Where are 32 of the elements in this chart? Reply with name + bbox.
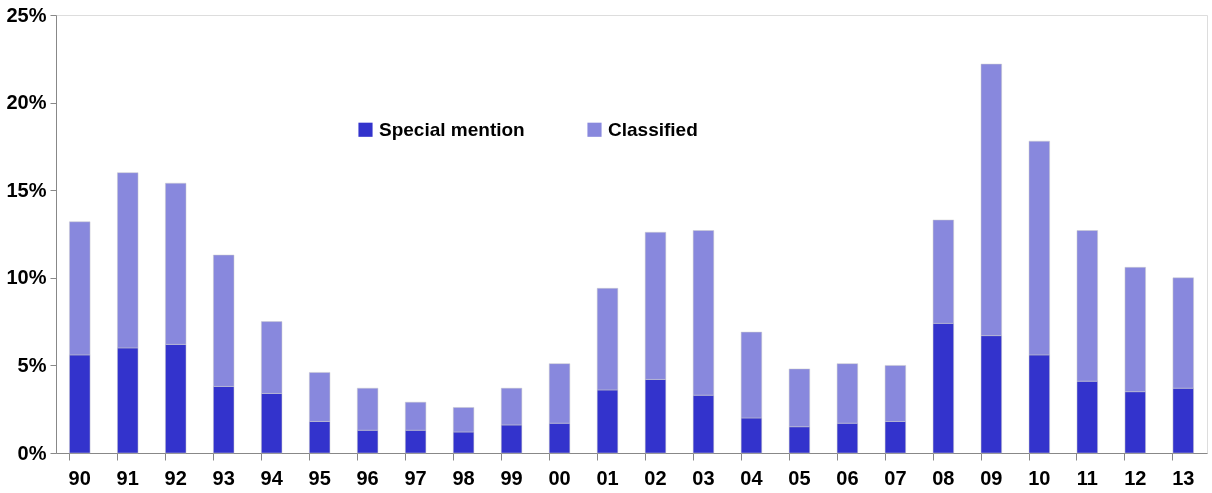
legend-label: Special mention (379, 118, 525, 140)
x-tick-label: 93 (212, 466, 235, 489)
x-tick-label: 12 (1124, 466, 1147, 489)
x-tick-label: 90 (68, 466, 91, 489)
x-tick-label: 03 (692, 466, 715, 489)
x-tick-label: 92 (164, 466, 187, 489)
x-tick-label: 96 (356, 466, 379, 489)
x-tick-label: 98 (452, 466, 475, 489)
x-tick-label: 08 (932, 466, 955, 489)
x-tick-label: 94 (260, 466, 284, 489)
x-tick-label: 06 (836, 466, 859, 489)
x-tick-label: 99 (500, 466, 523, 489)
x-tick-label: 00 (548, 466, 571, 489)
y-tick-label: 10% (6, 266, 47, 289)
x-tick-label: 02 (644, 466, 667, 489)
x-tick-label: 95 (308, 466, 331, 489)
x-tick-label: 01 (596, 466, 619, 489)
y-tick-label: 5% (17, 353, 47, 376)
x-tick-label: 91 (116, 466, 139, 489)
x-tick-label: 04 (740, 466, 764, 489)
x-tick-label: 11 (1076, 466, 1098, 489)
x-tick-label: 13 (1172, 466, 1195, 489)
x-tick-label: 10 (1028, 466, 1051, 489)
x-tick-label: 07 (884, 466, 907, 489)
x-tick-label: 09 (980, 466, 1003, 489)
y-tick-label: 25% (6, 3, 47, 26)
y-tick-label: 0% (17, 441, 47, 464)
y-tick-label: 15% (6, 178, 47, 201)
x-tick-label: 97 (404, 466, 427, 489)
legend-label: Classified (608, 118, 698, 140)
y-tick-label: 20% (6, 91, 47, 114)
x-tick-label: 05 (788, 466, 811, 489)
